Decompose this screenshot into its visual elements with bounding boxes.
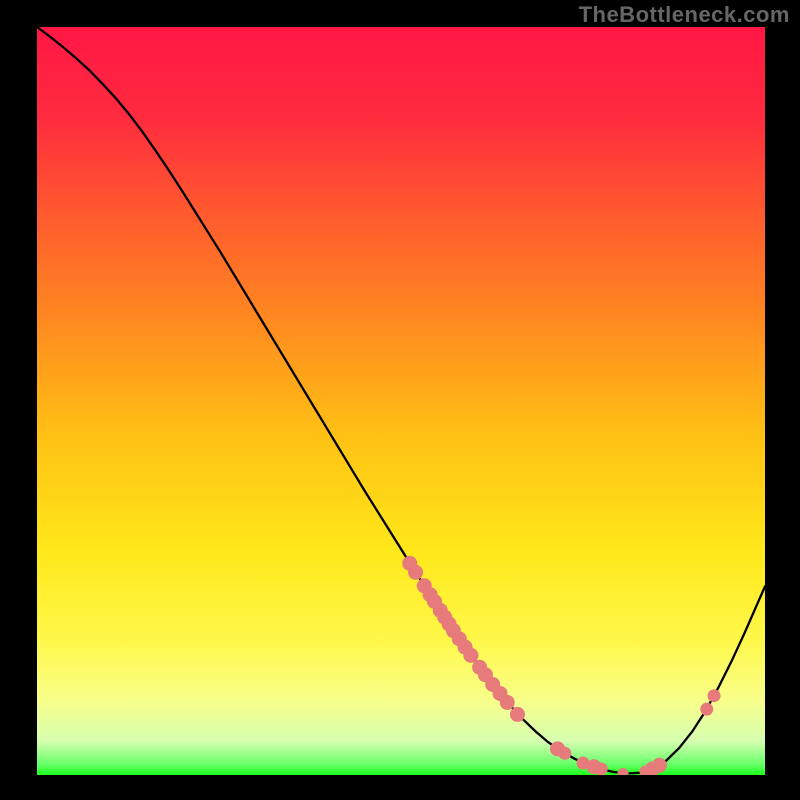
data-marker — [618, 769, 628, 776]
data-marker — [708, 690, 720, 702]
data-marker — [464, 648, 478, 662]
data-marker — [500, 695, 514, 709]
data-marker — [652, 758, 666, 772]
data-marker — [701, 703, 713, 715]
plot-area — [37, 27, 765, 775]
attribution-text: TheBottleneck.com — [579, 2, 790, 28]
data-marker — [510, 707, 524, 721]
data-marker — [409, 565, 423, 579]
chart-stage: TheBottleneck.com — [0, 0, 800, 800]
data-marker — [595, 763, 607, 775]
bottleneck-curve — [37, 27, 765, 774]
curve-overlay — [37, 27, 765, 775]
data-marker — [559, 747, 571, 759]
